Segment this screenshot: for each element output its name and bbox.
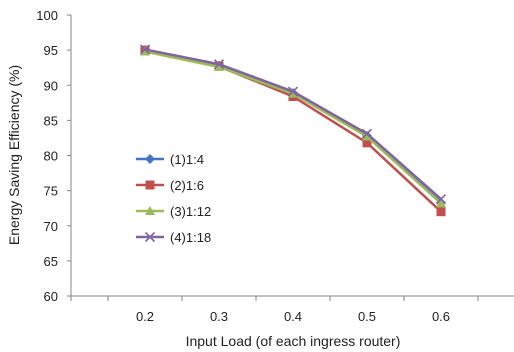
data-point	[288, 88, 298, 98]
data-point	[362, 131, 372, 141]
legend-marker	[145, 180, 155, 190]
legend-marker	[145, 154, 155, 164]
data-point	[213, 59, 225, 70]
series-triangle	[140, 46, 446, 208]
legend-item: (4)1:18	[136, 230, 211, 245]
legend-label: (1)1:4	[170, 152, 204, 167]
x-tick-label: 0.6	[432, 309, 450, 324]
data-point	[214, 61, 224, 71]
y-tick-label: 65	[44, 254, 58, 269]
y-tick-label: 100	[36, 8, 58, 23]
series-line	[144, 48, 442, 200]
legend-label: (3)1:12	[170, 204, 211, 219]
legend-item: (1)1:4	[136, 152, 204, 167]
y-axis-title: Energy Saving Efficiency (%)	[6, 65, 22, 245]
legend-label: (2)1:6	[170, 178, 204, 193]
y-tick-label: 70	[44, 219, 58, 234]
x-tick-label: 0.2	[136, 309, 154, 324]
y-tick-label: 95	[44, 43, 58, 58]
y-axis-ticks: 60 65 70 75 80 85 90 95 100	[36, 8, 71, 304]
legend-label: (4)1:18	[170, 230, 211, 245]
data-point	[287, 86, 299, 97]
x-tick-label: 0.4	[284, 309, 302, 324]
data-point	[361, 128, 373, 139]
data-point	[362, 138, 372, 148]
data-point	[436, 198, 446, 208]
x-tick-label: 0.5	[358, 309, 376, 324]
x-axis-title: Input Load (of each ingress router)	[186, 333, 401, 349]
legend-item: (2)1:6	[136, 178, 204, 193]
legend-marker	[144, 231, 156, 243]
data-point	[140, 46, 150, 56]
x-tick-label: 0.3	[210, 309, 228, 324]
y-tick-label: 60	[44, 289, 58, 304]
legend-marker	[145, 206, 155, 215]
y-tick-label: 90	[44, 78, 58, 93]
x-axis-ticks: 0.2 0.3 0.4 0.5 0.6	[70, 296, 479, 324]
data-point	[436, 207, 446, 217]
y-tick-label: 80	[44, 149, 58, 164]
data-point	[139, 44, 151, 55]
series-x	[139, 44, 447, 205]
y-tick-label: 75	[44, 184, 58, 199]
legend-item: (3)1:12	[136, 204, 211, 219]
plot-series	[139, 44, 447, 217]
legend: (1)1:4 (2)1:6 (3)1:12 (4)1:18	[136, 152, 211, 245]
y-tick-label: 85	[44, 113, 58, 128]
data-point	[435, 193, 447, 205]
